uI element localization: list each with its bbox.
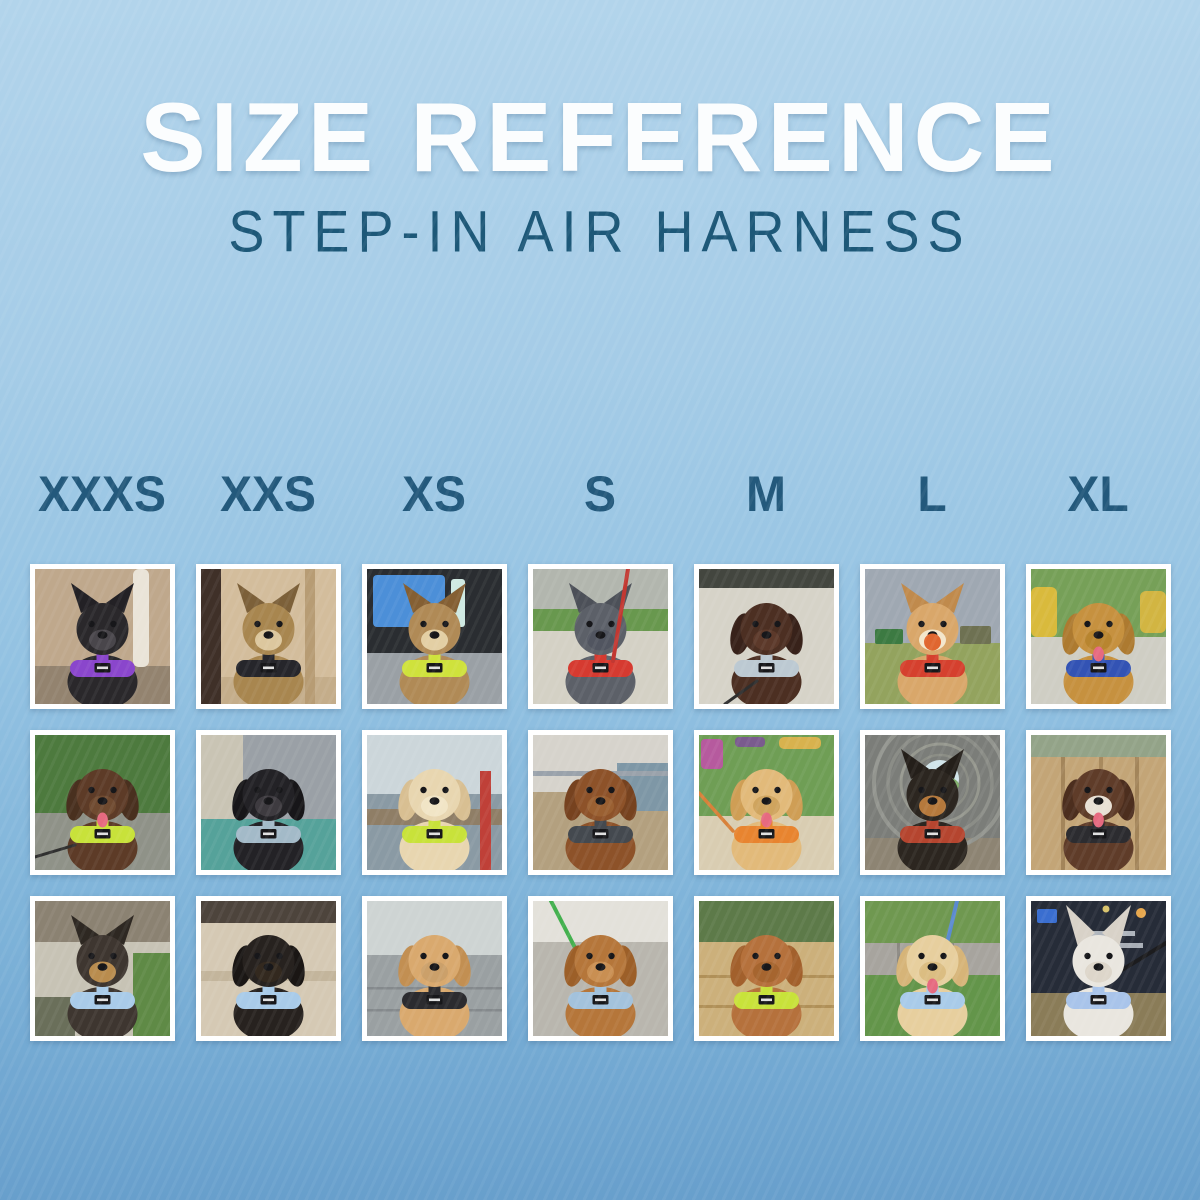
pet-photo [366,568,502,704]
page-subtitle: STEP-IN AIR HARNESS [228,199,972,265]
photo-cell-xl-row2 [1025,729,1171,875]
pet-photo [1030,734,1166,870]
pet-photo [34,900,170,1036]
photo-cell-xxxs-row1 [29,563,175,709]
photo-cell-l-row3 [859,895,1005,1041]
photo-cell-xl-row1 [1025,563,1171,709]
size-header-m: M [746,466,786,523]
pet-photo [200,568,336,704]
photo-grid [29,563,1171,1041]
photo-cell-s-row3 [527,895,673,1041]
pet-photo [864,568,1000,704]
photo-cell-xs-row2 [361,729,507,875]
photo-cell-m-row1 [693,563,839,709]
photo-cell-xl-row3 [1025,895,1171,1041]
page-title: SIZE REFERENCE [140,82,1060,192]
photo-cell-xxs-row1 [195,563,341,709]
photo-cell-xxxs-row3 [29,895,175,1041]
photo-cell-xxs-row2 [195,729,341,875]
pet-photo [532,568,668,704]
size-header-row: XXXS XXS XS S M L XL [30,466,1171,523]
size-header-xxxs: XXXS [37,466,167,523]
pet-photo [200,734,336,870]
size-header-s: S [583,466,616,523]
pet-photo [698,568,834,704]
pet-photo [1030,900,1166,1036]
pet-photo [366,734,502,870]
pet-photo [864,900,1000,1036]
pet-photo [864,734,1000,870]
photo-cell-s-row2 [527,729,673,875]
pet-photo [34,568,170,704]
size-header-l: L [917,466,947,523]
size-header-xs: XS [401,466,467,523]
photo-cell-xxxs-row2 [29,729,175,875]
photo-cell-s-row1 [527,563,673,709]
pet-photo [532,900,668,1036]
photo-cell-l-row2 [859,729,1005,875]
pet-photo [698,734,834,870]
photo-cell-xxs-row3 [195,895,341,1041]
size-header-xl: XL [1067,466,1129,523]
photo-cell-xs-row1 [361,563,507,709]
pet-photo [366,900,502,1036]
pet-photo [1030,568,1166,704]
pet-photo [698,900,834,1036]
pet-photo [532,734,668,870]
pet-photo [34,734,170,870]
photo-cell-m-row2 [693,729,839,875]
photo-cell-xs-row3 [361,895,507,1041]
pet-photo [200,900,336,1036]
photo-cell-l-row1 [859,563,1005,709]
photo-cell-m-row3 [693,895,839,1041]
size-header-xxs: XXS [219,466,317,523]
